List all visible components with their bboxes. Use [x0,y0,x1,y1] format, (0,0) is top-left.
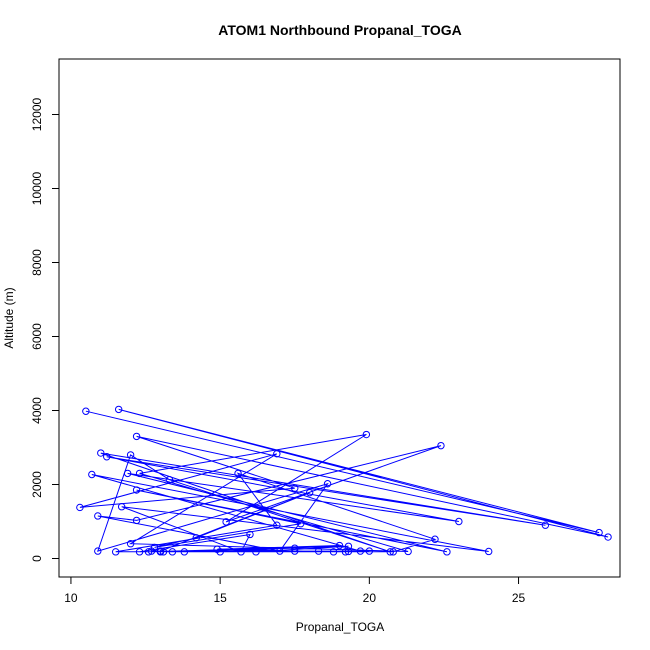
data-point [455,517,463,526]
data-point [356,547,365,555]
data-point [126,540,135,548]
data-point [147,547,156,555]
data-point [216,548,224,556]
data-point [156,548,165,556]
data-point [541,521,550,529]
data-point [365,547,374,555]
data-point [344,542,353,550]
data-point [135,469,144,478]
data-point [595,528,603,537]
y-axis: 0 2000 4000 6000 8000 10000 12000 [30,97,60,562]
data-point [94,512,102,520]
data-point [291,547,299,555]
data-point [123,469,132,478]
data-point [341,548,350,556]
data-point [273,450,281,458]
data-point [82,407,90,415]
y-tick-label: 10000 [30,171,44,205]
data-point [386,548,394,556]
data-point [305,488,314,497]
data-point [335,541,344,550]
y-tick-label: 4000 [30,397,44,424]
data-point [144,548,153,556]
data-point [404,547,412,556]
x-tick-label: 15 [213,591,227,605]
data-point [97,449,105,457]
y-tick-label: 12000 [30,97,44,131]
data-point [246,530,254,539]
data-point [485,547,493,556]
data-point [362,430,371,439]
data-point [344,547,353,556]
data-point [276,547,284,555]
data-point [126,451,135,459]
data-point [291,484,299,492]
data-point [431,535,439,543]
y-tick-label: 8000 [30,249,44,276]
data-point [297,520,305,528]
data-point [168,548,177,556]
data-point [88,470,96,479]
y-tick-label: 6000 [30,323,44,350]
chart-title: ATOM1 Northbound Propanal_TOGA [218,22,461,38]
data-point [389,548,397,556]
data-point [76,503,84,512]
data-point [132,432,141,441]
data-point [237,548,245,556]
x-tick-label: 10 [64,591,78,605]
data-point [114,405,123,414]
y-tick-label: 0 [30,555,44,562]
data-point [252,548,260,556]
y-axis-label: Altitude (m) [2,287,16,348]
y-tick-label: 2000 [30,471,44,498]
data-point [135,548,144,556]
data-point [132,486,141,494]
data-point [604,533,612,541]
data-point [103,453,111,461]
data-point [111,548,120,556]
series-line [79,408,609,553]
data-point [132,516,141,525]
data-point [437,441,445,450]
data-point [117,503,126,511]
data-point [192,534,200,542]
data-series [76,405,612,556]
data-point [94,547,102,555]
data-point [273,521,281,529]
x-axis: 10 15 20 25 [64,576,526,605]
x-tick-label: 20 [363,591,377,605]
data-point [222,518,230,526]
data-point [314,547,323,555]
x-axis-label: Propanal_TOGA [296,620,385,634]
data-point [180,548,189,556]
data-point [234,469,242,478]
data-point [159,548,168,556]
data-point [443,548,451,556]
data-point [329,548,338,556]
x-tick-label: 25 [512,591,526,605]
data-point [165,475,174,484]
data-point [323,480,332,488]
data-point [291,544,299,552]
